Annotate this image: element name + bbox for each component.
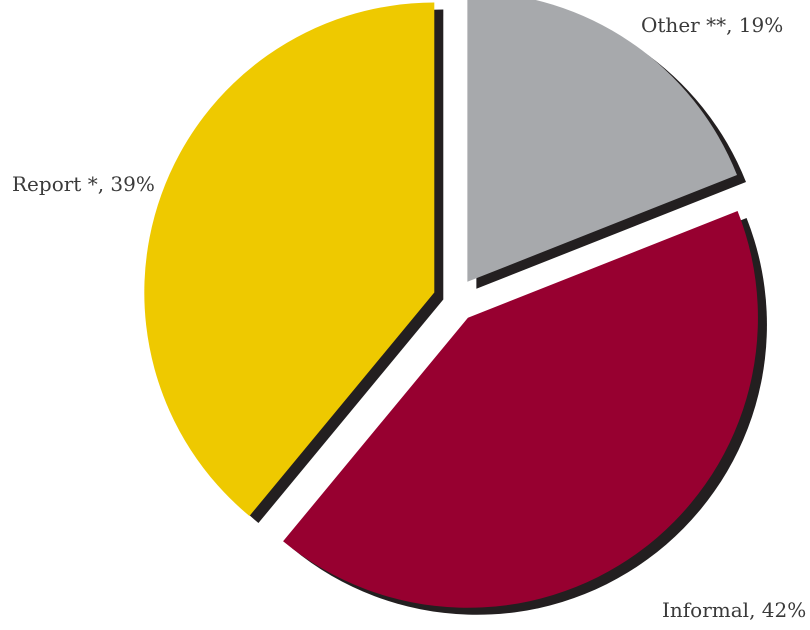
slice-label-informal: Informal, 42%: [662, 598, 806, 622]
slice-labels: Other **, 19% Informal, 42% Report *, 39…: [12, 13, 806, 622]
pie-slice-report: [144, 2, 435, 517]
pie-slice-informal: [283, 211, 758, 608]
pie-slice-other: [467, 0, 737, 282]
slice-label-other: Other **, 19%: [641, 13, 783, 37]
slice-label-report: Report *, 39%: [12, 172, 155, 196]
pie-slices: [144, 0, 758, 608]
